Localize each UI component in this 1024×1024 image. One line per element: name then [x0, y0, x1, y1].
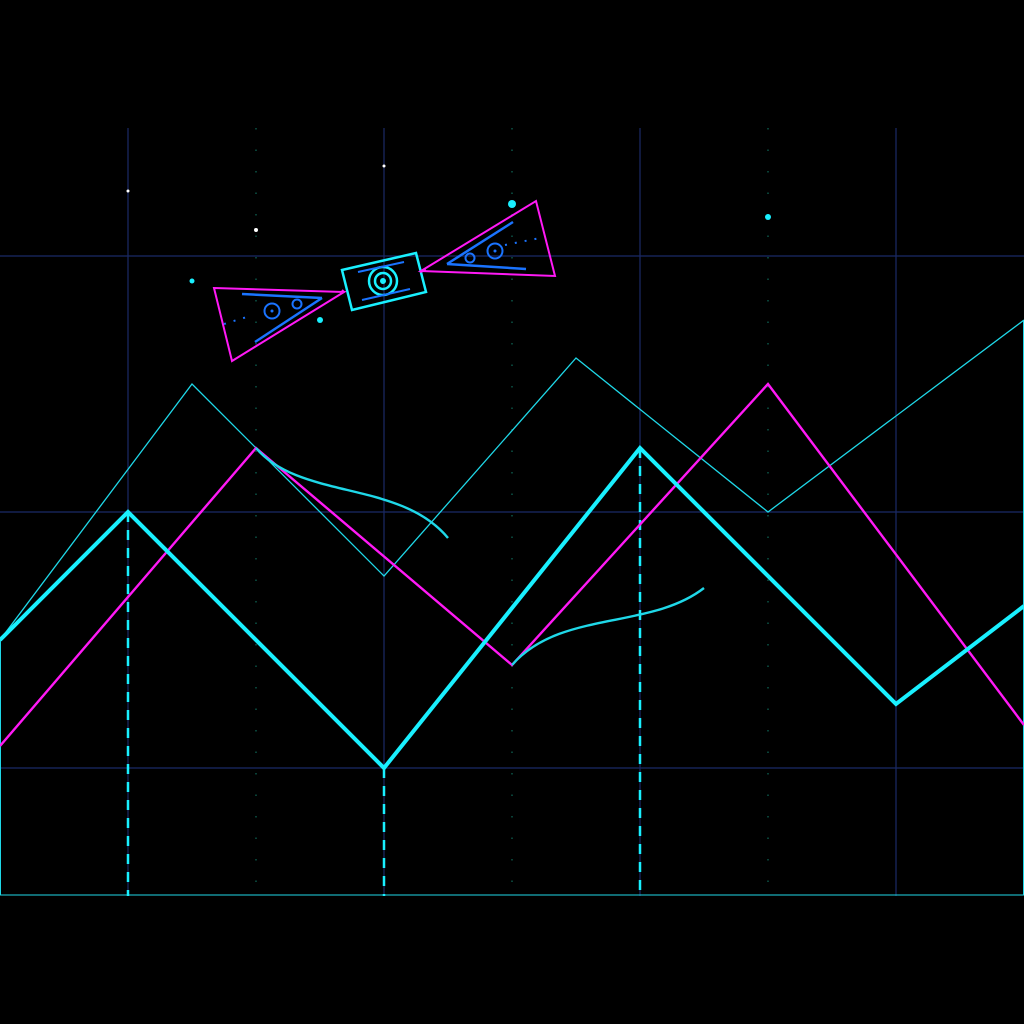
star-dots [126, 164, 771, 323]
lens-core [380, 278, 386, 284]
panel-node [464, 252, 476, 264]
panel-node [493, 249, 497, 253]
panel-frame [417, 199, 557, 278]
star-dot-icon [508, 200, 516, 208]
panel-node [291, 298, 303, 310]
star-dot-icon [189, 278, 195, 284]
panel-line [254, 296, 323, 344]
star-dot-icon [317, 317, 323, 323]
star-dot-icon [254, 228, 258, 232]
panel-frame [212, 286, 348, 363]
panel-line [446, 220, 514, 266]
lens-ring [373, 271, 393, 291]
star-dot-icon [126, 189, 130, 193]
swoosh-curve [255, 447, 449, 539]
solar-panel-right [417, 199, 557, 278]
body-frame [340, 251, 428, 312]
panel-line [241, 292, 323, 300]
series-thin-cyan-line [0, 319, 1024, 641]
panel-node [263, 302, 281, 320]
series-thick-cyan-line [0, 445, 1024, 771]
satellite-body [340, 251, 428, 312]
dashed-drops [126, 448, 642, 896]
star-dot-icon [382, 164, 386, 168]
body-stripe [361, 288, 411, 301]
connector [341, 289, 345, 293]
star-dot-icon [765, 214, 771, 220]
panel-line [446, 262, 527, 271]
panel-node [270, 309, 274, 313]
body-stripe [357, 261, 405, 273]
panel-node [486, 242, 504, 260]
satellite-icon [212, 199, 557, 363]
swoosh-curve [511, 587, 705, 666]
solar-panel-left [212, 286, 348, 363]
